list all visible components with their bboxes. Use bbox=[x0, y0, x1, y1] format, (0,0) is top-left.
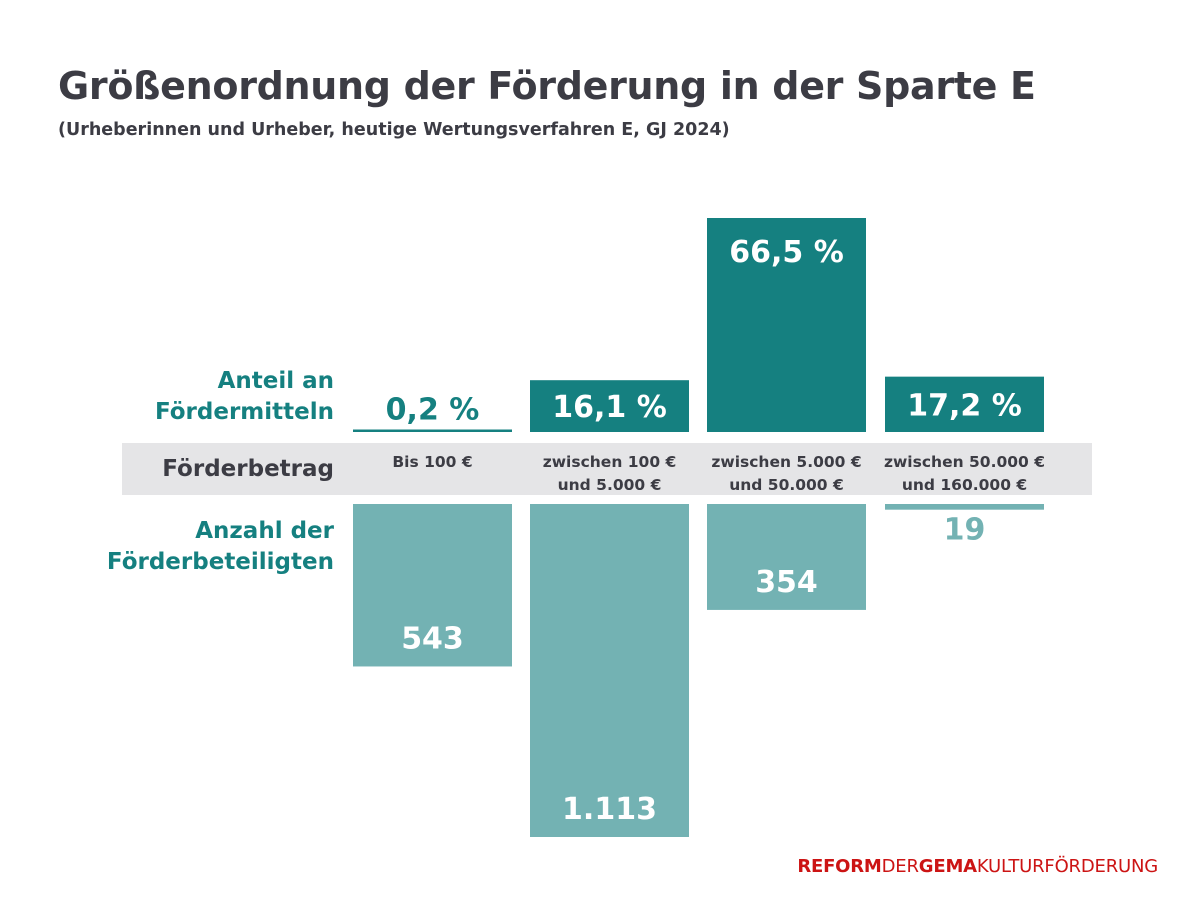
amount-row-label: Förderbetrag bbox=[162, 454, 334, 485]
category-label: und 5.000 € bbox=[558, 476, 662, 494]
share-bar bbox=[353, 429, 512, 432]
share-value-label: 0,2 % bbox=[386, 393, 480, 428]
share-value-label: 66,5 % bbox=[729, 235, 844, 270]
category-label: zwischen 50.000 € bbox=[884, 453, 1045, 471]
count-row-label-line2: Förderbeteiligten bbox=[106, 549, 334, 575]
category-label: und 160.000 € bbox=[902, 476, 1027, 494]
share-value-label: 17,2 % bbox=[907, 388, 1022, 423]
category-label: zwischen 100 € bbox=[543, 453, 677, 471]
brand-footer: REFORMDERGEMAKULTURFÖRDERUNG bbox=[797, 856, 1158, 877]
page-subtitle: (Urheberinnen und Urheber, heutige Wertu… bbox=[58, 120, 730, 140]
category-label: Bis 100 € bbox=[392, 453, 472, 471]
share-bar bbox=[885, 376, 1044, 432]
footer-kultur: KULTURFÖRDERUNG bbox=[976, 856, 1158, 877]
count-value-label: 19 bbox=[944, 513, 986, 548]
category-label: und 50.000 € bbox=[729, 476, 844, 494]
amount-band bbox=[122, 443, 1092, 495]
count-row-label-line1: Anzahl der bbox=[195, 518, 334, 544]
page-title: Größenordnung der Förderung in der Spart… bbox=[58, 64, 1036, 108]
count-bar bbox=[353, 504, 512, 667]
share-row-label: Anteil an Fördermitteln bbox=[155, 366, 334, 428]
count-value-label: 1.113 bbox=[562, 792, 657, 827]
count-value-label: 354 bbox=[755, 565, 818, 600]
count-bar bbox=[885, 504, 1044, 510]
share-row-label-line2: Fördermitteln bbox=[154, 399, 334, 425]
count-bar bbox=[530, 504, 689, 837]
count-row-label: Anzahl der Förderbeteiligten bbox=[107, 516, 334, 578]
amount-row-label-text: Förderbetrag bbox=[162, 456, 334, 482]
count-series bbox=[353, 504, 1044, 837]
share-value-label: 16,1 % bbox=[552, 390, 667, 425]
share-bar bbox=[530, 380, 689, 432]
count-bar bbox=[707, 504, 866, 610]
footer-reform: REFORM bbox=[797, 856, 882, 877]
footer-gema: GEMA bbox=[918, 856, 977, 877]
share-row-label-line1: Anteil an bbox=[217, 368, 334, 394]
count-value-label: 543 bbox=[401, 621, 464, 656]
share-series bbox=[353, 218, 1044, 432]
footer-der: DER bbox=[881, 856, 919, 877]
share-bar bbox=[707, 218, 866, 432]
category-label: zwischen 5.000 € bbox=[711, 453, 861, 471]
